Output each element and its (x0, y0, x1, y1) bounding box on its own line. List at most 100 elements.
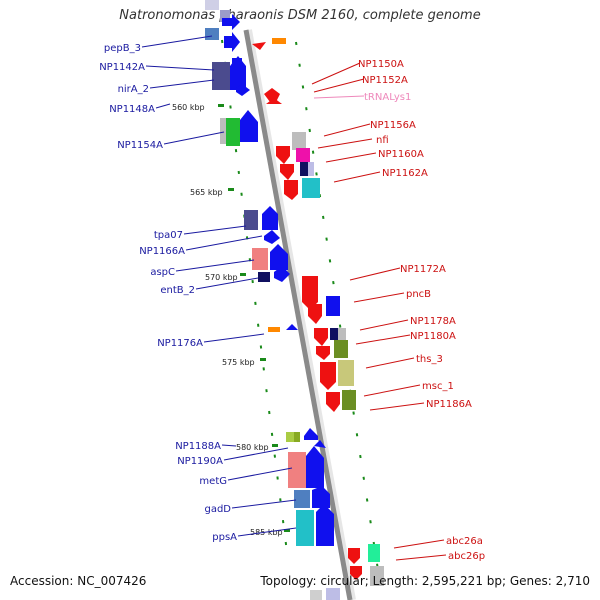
scale-label-575: 575 kbp (222, 358, 255, 367)
scale-label-580: 580 kbp (236, 443, 269, 452)
feature-NP1156A (292, 132, 306, 150)
feature-gadD (294, 490, 310, 508)
right-labels: NP1150A NP1152A tRNALys1 NP1156A nfi NP1… (358, 59, 485, 562)
arrow-NP1188A (304, 428, 318, 440)
feature-NP1160A-b (308, 162, 314, 176)
arrow-small-red (252, 42, 266, 50)
arrow-NP1176A (286, 324, 298, 330)
feature-NP1180A (334, 340, 348, 358)
label-NP1142A: NP1142A (99, 62, 145, 73)
label-nirA_2: nirA_2 (118, 84, 149, 95)
arrow-nirA_2 (236, 84, 250, 96)
arrow-pncB (308, 304, 322, 324)
feature-NP1154A-light (220, 118, 230, 144)
label-NP1178A: NP1178A (410, 316, 456, 327)
label-NP1154A: NP1154A (117, 140, 163, 151)
label-entB_2: entB_2 (160, 285, 195, 296)
feature-abc26p (370, 566, 384, 586)
forward-strand-features (205, 0, 340, 600)
arrow-tpa07 (262, 206, 278, 230)
arrow-NP1166A (264, 230, 280, 244)
feature-NP1178A-b (338, 328, 346, 340)
genome-backbone (243, 29, 356, 600)
arrow-pepB_3 (224, 32, 240, 52)
arrow-nfi (280, 164, 294, 180)
scale-label-560: 560 kbp (172, 103, 205, 112)
label-tpa07: tpa07 (154, 230, 183, 241)
feature-bottom-b (326, 588, 340, 600)
arrow-ths_3 (320, 362, 336, 390)
accession-text: Accession: NC_007426 (10, 574, 147, 588)
arrow-NP1178A (314, 328, 328, 346)
feature-NP1188A-b (294, 432, 300, 442)
feature-aspC (252, 248, 268, 270)
feature-NP1154A (226, 118, 240, 146)
scale-label-565: 565 kbp (190, 188, 223, 197)
right-leader-lines (311, 62, 447, 561)
feature-msc_1 (342, 390, 356, 410)
arrow-NP1154A (240, 110, 258, 142)
arrow-abc26a (348, 548, 360, 564)
label-NP1150A: NP1150A (358, 59, 404, 70)
arrow-gadD (312, 486, 330, 508)
label-tRNALys1: tRNALys1 (364, 92, 411, 103)
label-ppsA: ppsA (212, 532, 237, 543)
feature-small (232, 58, 242, 66)
label-abc26a: abc26a (446, 536, 483, 547)
feature-abc26a (368, 544, 380, 562)
arrow-NP1190A (314, 440, 326, 448)
label-NP1148A: NP1148A (109, 104, 155, 115)
feature-nfi (296, 148, 310, 162)
feature-entB_2 (258, 272, 270, 282)
arrow-abc26p (350, 566, 362, 580)
label-pncB: pncB (406, 289, 431, 300)
feature-shade (220, 10, 230, 22)
label-NP1172A: NP1172A (400, 264, 446, 275)
feature-metG (288, 452, 306, 488)
reverse-strand-features (252, 38, 384, 586)
tick-track-right (295, 41, 379, 571)
scale-labels: 560 kbp 565 kbp 570 kbp 575 kbp 580 kbp … (172, 103, 283, 537)
feature-orange (272, 38, 286, 44)
feature-ths_3 (338, 360, 354, 386)
label-NP1190A: NP1190A (177, 456, 223, 467)
label-NP1180A: NP1180A (410, 331, 456, 342)
label-ths_3: ths_3 (416, 354, 443, 365)
feature-tpa07 (244, 210, 258, 230)
feature-NP1162A (302, 178, 320, 198)
arrow-ppsA (316, 504, 334, 546)
feature-shade (205, 0, 219, 10)
feature-NP1142A (212, 62, 230, 90)
label-pepB_3: pepB_3 (104, 43, 141, 54)
feature-NP1160A (300, 162, 308, 176)
feature-bottom (310, 590, 322, 600)
arrow-entB_2 (274, 266, 290, 282)
topology-text: Topology: circular; Length: 2,595,221 bp… (260, 574, 590, 588)
arrow-top (222, 14, 240, 30)
left-leader-lines (141, 35, 297, 537)
label-NP1166A: NP1166A (139, 246, 185, 257)
arrow-metG (306, 446, 324, 488)
scale-ticks (218, 104, 290, 532)
label-abc26p: abc26p (448, 551, 485, 562)
label-NP1176A: NP1176A (157, 338, 203, 349)
title: Natronomonas pharaonis DSM 2160, complet… (119, 8, 481, 23)
label-NP1160A: NP1160A (378, 149, 424, 160)
label-nfi: nfi (376, 135, 389, 146)
arrow-msc_1 (326, 392, 340, 412)
label-NP1152A: NP1152A (362, 75, 408, 86)
feature-pepB_3 (205, 28, 219, 40)
label-aspC: aspC (150, 267, 175, 278)
feature-NP1176A (268, 327, 280, 332)
feature-ppsA (296, 510, 314, 546)
label-msc_1: msc_1 (422, 381, 454, 392)
arrow-NP1180A (316, 346, 330, 360)
label-NP1162A: NP1162A (382, 168, 428, 179)
arrow-tRNALys1 (266, 98, 282, 104)
arrow-NP1162A (284, 180, 298, 200)
arrow-NP1156A (276, 146, 290, 164)
arrow-NP1172A (302, 276, 318, 310)
arrow-NP1152A (264, 88, 280, 102)
feature-NP1178A (330, 328, 338, 340)
label-NP1186A: NP1186A (426, 399, 472, 410)
